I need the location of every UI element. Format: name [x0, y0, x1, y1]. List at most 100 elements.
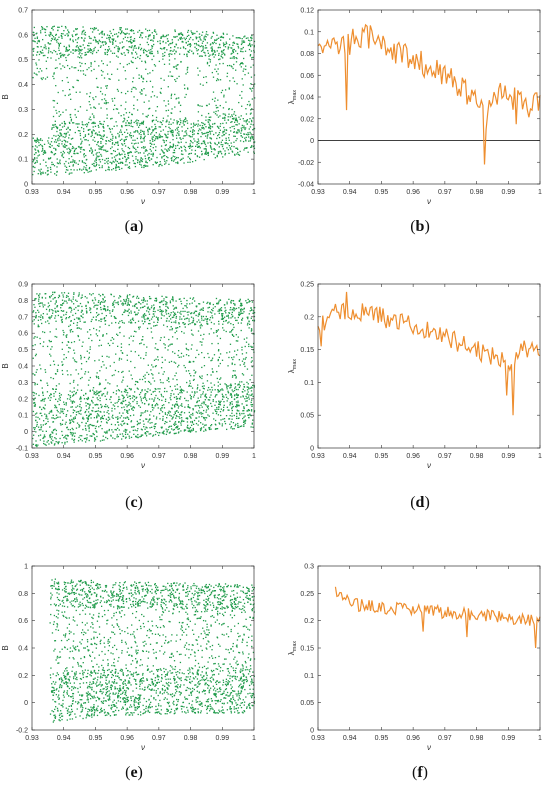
- bifurcation-point: [49, 331, 51, 333]
- bifurcation-point: [226, 352, 228, 354]
- bifurcation-point: [213, 153, 215, 155]
- bifurcation-point: [219, 125, 221, 127]
- bifurcation-point: [65, 169, 68, 171]
- bifurcation-point: [207, 153, 209, 155]
- bifurcation-point: [33, 399, 35, 401]
- bifurcation-point: [135, 122, 138, 124]
- bifurcation-point: [55, 174, 58, 176]
- bifurcation-point: [77, 36, 80, 39]
- bifurcation-point: [108, 36, 110, 39]
- bifurcation-point: [152, 114, 154, 117]
- bifurcation-point: [91, 134, 93, 136]
- bifurcation-point: [48, 48, 50, 50]
- bifurcation-point: [235, 334, 237, 336]
- bifurcation-point: [252, 395, 254, 398]
- bifurcation-point: [253, 83, 256, 85]
- bifurcation-point: [164, 160, 166, 162]
- bifurcation-point: [230, 65, 232, 67]
- bifurcation-point: [235, 132, 238, 134]
- bifurcation-point: [68, 94, 70, 96]
- bifurcation-point: [119, 27, 121, 29]
- bifurcation-point: [88, 407, 90, 410]
- bifurcation-point: [185, 399, 187, 402]
- bifurcation-point: [237, 43, 239, 45]
- bifurcation-point: [177, 366, 179, 368]
- bifurcation-point: [186, 67, 189, 69]
- bifurcation-point: [66, 441, 68, 443]
- bifurcation-point: [57, 134, 59, 137]
- bifurcation-point: [61, 143, 63, 145]
- bifurcation-point: [61, 348, 63, 350]
- bifurcation-point: [41, 27, 44, 29]
- bifurcation-point: [236, 403, 238, 406]
- bifurcation-point: [69, 306, 72, 309]
- bifurcation-point: [97, 141, 99, 144]
- bifurcation-point: [52, 414, 54, 416]
- bifurcation-point: [110, 50, 112, 52]
- bifurcation-point: [206, 63, 209, 65]
- bifurcation-point: [174, 385, 176, 387]
- bifurcation-point: [74, 417, 76, 420]
- bifurcation-point: [189, 130, 192, 132]
- bifurcation-point: [73, 379, 75, 382]
- bifurcation-point: [165, 428, 167, 430]
- bifurcation-point: [128, 401, 130, 404]
- bifurcation-point: [85, 154, 87, 157]
- bifurcation-point: [32, 145, 34, 148]
- bifurcation-point: [157, 348, 159, 351]
- bifurcation-point: [127, 314, 130, 317]
- bifurcation-point: [82, 394, 85, 396]
- bifurcation-point: [243, 133, 245, 135]
- bifurcation-point: [244, 398, 246, 400]
- bifurcation-point: [190, 152, 192, 155]
- bifurcation-point: [171, 157, 173, 159]
- bifurcation-point: [208, 119, 211, 121]
- bifurcation-point: [57, 26, 59, 28]
- bifurcation-point: [114, 402, 116, 404]
- bifurcation-point: [75, 39, 77, 41]
- bifurcation-point: [185, 343, 187, 345]
- bifurcation-point: [111, 52, 114, 54]
- bifurcation-point: [241, 78, 243, 80]
- bifurcation-point: [87, 139, 89, 142]
- bifurcation-point: [59, 416, 61, 418]
- bifurcation-point: [166, 149, 168, 151]
- bifurcation-point: [167, 115, 169, 117]
- bifurcation-point: [186, 53, 188, 55]
- bifurcation-point: [129, 398, 132, 400]
- bifurcation-point: [246, 123, 249, 125]
- bifurcation-point: [146, 427, 148, 429]
- bifurcation-point: [152, 152, 154, 154]
- bifurcation-point: [111, 310, 114, 312]
- bifurcation-point: [204, 123, 206, 125]
- bifurcation-point: [236, 404, 238, 406]
- bifurcation-point: [225, 312, 227, 314]
- bifurcation-point: [209, 128, 212, 130]
- bifurcation-point: [64, 443, 66, 445]
- bifurcation-point: [215, 297, 218, 300]
- bifurcation-point: [65, 50, 67, 52]
- bifurcation-point: [229, 343, 232, 345]
- bifurcation-point: [101, 415, 104, 417]
- bifurcation-point: [93, 136, 96, 139]
- bifurcation-point: [168, 381, 170, 383]
- bifurcation-point: [105, 432, 107, 434]
- bifurcation-point: [182, 46, 185, 48]
- bifurcation-point: [223, 43, 225, 46]
- bifurcation-point: [128, 111, 131, 114]
- bifurcation-point: [241, 403, 243, 405]
- bifurcation-point: [44, 413, 46, 415]
- bifurcation-point: [100, 411, 102, 413]
- bifurcation-point: [143, 315, 145, 317]
- bifurcation-point: [71, 438, 73, 440]
- bifurcation-point: [239, 381, 241, 383]
- bifurcation-point: [188, 43, 190, 46]
- bifurcation-point: [139, 122, 141, 125]
- bifurcation-point: [42, 437, 44, 440]
- bifurcation-point: [93, 433, 95, 436]
- bifurcation-point: [176, 132, 179, 134]
- bifurcation-point: [130, 90, 133, 93]
- bifurcation-point: [70, 341, 73, 344]
- bifurcation-point: [79, 318, 81, 320]
- bifurcation-point: [243, 68, 245, 70]
